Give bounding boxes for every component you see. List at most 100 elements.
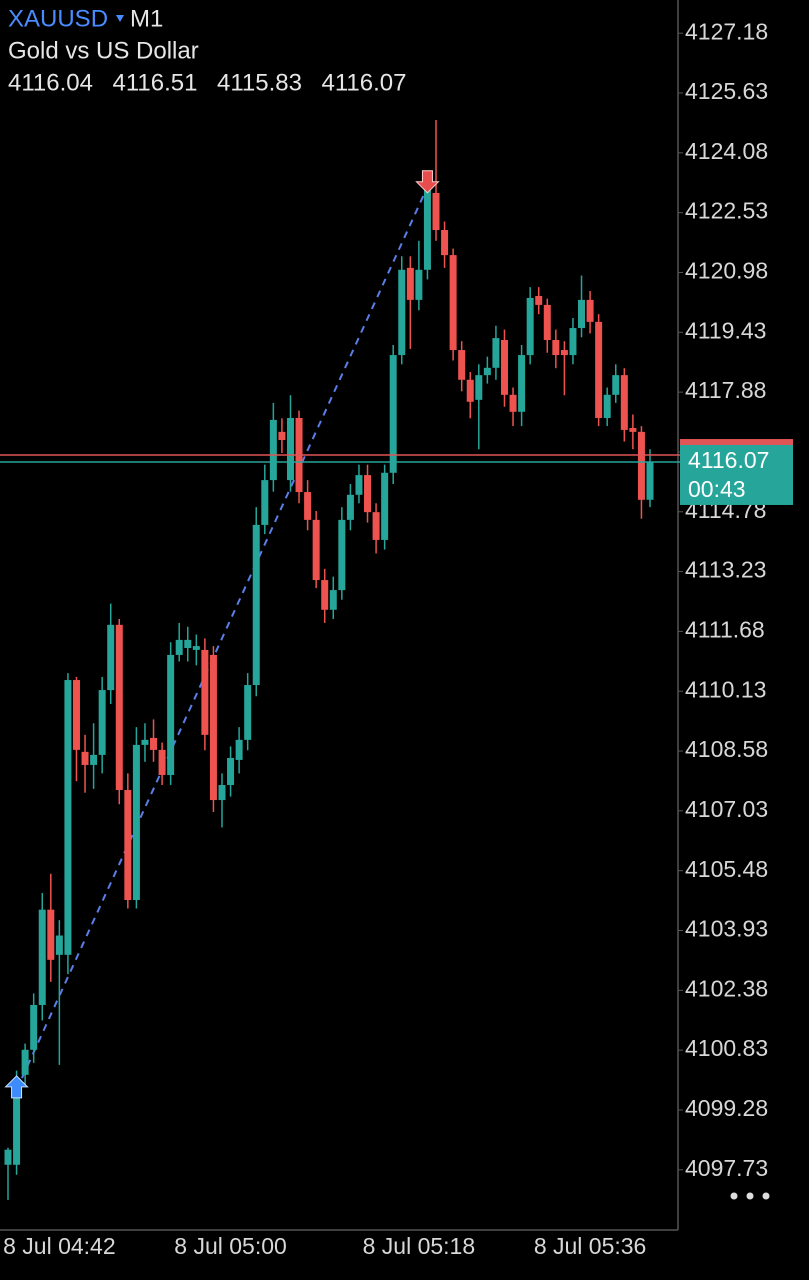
candle-body xyxy=(500,340,508,395)
candle-body xyxy=(98,690,106,755)
candle-body xyxy=(47,909,55,960)
candle-body xyxy=(81,751,89,765)
candle-body xyxy=(406,267,414,300)
candle-body xyxy=(124,790,132,901)
candle-body xyxy=(167,654,175,775)
candle-body xyxy=(355,475,363,495)
candle-body xyxy=(321,580,329,610)
current-price: 4116.07 xyxy=(688,447,769,473)
y-tick-label: 4102.38 xyxy=(685,975,768,1001)
y-tick-label: 4100.83 xyxy=(685,1035,768,1061)
ohlc-value: 4116.07 xyxy=(322,69,407,96)
candle-body xyxy=(509,394,517,412)
candle-body xyxy=(620,375,628,430)
candle-body xyxy=(569,328,577,356)
candle-body xyxy=(30,1004,38,1050)
candle-body xyxy=(304,492,312,520)
candle-body xyxy=(346,494,354,520)
candle-body xyxy=(612,375,620,395)
candle-body xyxy=(535,296,543,305)
candle-body xyxy=(13,1079,21,1165)
y-tick-label: 4107.03 xyxy=(685,796,768,822)
candle-body xyxy=(441,230,449,256)
ohlc-value: 4115.83 xyxy=(217,69,302,96)
y-tick-label: 4110.13 xyxy=(685,676,766,702)
y-tick-label: 4127.18 xyxy=(685,18,768,44)
candle-body xyxy=(475,375,483,400)
symbol[interactable]: XAUUSD xyxy=(8,5,108,32)
symbol-dropdown-icon[interactable] xyxy=(116,15,124,22)
candle-body xyxy=(209,654,217,801)
candle-body xyxy=(449,255,457,351)
candle-body xyxy=(150,737,158,750)
candle-body xyxy=(432,192,440,231)
candle-body xyxy=(543,304,551,341)
candle-body xyxy=(329,590,337,610)
candle-body xyxy=(4,1149,12,1165)
x-tick-label: 8 Jul 04:42 xyxy=(3,1233,116,1259)
candle-body xyxy=(21,1049,29,1075)
candle-body xyxy=(64,680,72,955)
y-tick-label: 4119.43 xyxy=(685,317,766,343)
candle-body xyxy=(184,639,192,648)
candle-body xyxy=(192,646,200,650)
candle-body xyxy=(372,512,380,540)
candle-body xyxy=(227,757,235,786)
candle-body xyxy=(107,624,115,691)
candle-body xyxy=(483,367,491,376)
candle-body xyxy=(235,739,243,760)
candle-body xyxy=(38,909,46,1005)
candle-body xyxy=(55,935,63,955)
y-tick-label: 4120.98 xyxy=(685,258,768,284)
candle-body xyxy=(518,355,526,412)
candle-body xyxy=(364,475,372,513)
candle-body xyxy=(252,524,260,686)
candle-body xyxy=(244,685,252,740)
dot[interactable] xyxy=(762,1192,770,1200)
candle-body xyxy=(115,624,123,791)
dot[interactable] xyxy=(746,1192,754,1200)
candle-body xyxy=(458,350,466,380)
candle-body xyxy=(637,431,645,500)
description: Gold vs US Dollar xyxy=(8,37,199,64)
candle-body xyxy=(398,269,406,356)
y-tick-label: 4125.63 xyxy=(685,78,768,104)
candle-body xyxy=(389,355,397,473)
candle-body xyxy=(269,419,277,481)
timeframe[interactable]: M1 xyxy=(130,5,163,32)
candle-body xyxy=(286,417,294,481)
candle-body xyxy=(201,649,209,735)
y-tick-label: 4117.88 xyxy=(685,377,766,403)
candle-body xyxy=(492,338,500,368)
candle-body xyxy=(595,321,603,418)
candle-body xyxy=(466,379,474,402)
sell-arrow xyxy=(415,170,440,194)
candle-body xyxy=(141,739,149,745)
candle-body xyxy=(175,639,183,655)
candle-body xyxy=(218,785,226,801)
more-menu[interactable] xyxy=(730,1192,770,1200)
candle-body xyxy=(132,744,140,901)
candle-body xyxy=(552,340,560,356)
candle-body xyxy=(629,428,637,432)
candle-body xyxy=(415,269,423,300)
y-tick-label: 4099.28 xyxy=(685,1095,768,1121)
ohlc-info: 4116.04 4116.51 4115.83 4116.07 xyxy=(8,69,406,96)
y-tick-label: 4105.48 xyxy=(685,856,768,882)
candle-body xyxy=(312,519,320,581)
candle-body xyxy=(381,472,389,540)
candle-body xyxy=(646,461,654,500)
y-tick-label: 4103.93 xyxy=(685,916,768,942)
candle-body xyxy=(560,350,568,356)
candle-body xyxy=(261,480,269,525)
x-tick-label: 8 Jul 05:18 xyxy=(363,1233,476,1259)
y-tick-label: 4122.53 xyxy=(685,198,768,224)
y-tick-label: 4108.58 xyxy=(685,736,768,762)
bid-badge xyxy=(680,444,793,505)
candle-body xyxy=(90,754,98,765)
dot[interactable] xyxy=(730,1192,738,1200)
trade-line xyxy=(15,186,429,1091)
countdown: 00:43 xyxy=(688,476,746,502)
